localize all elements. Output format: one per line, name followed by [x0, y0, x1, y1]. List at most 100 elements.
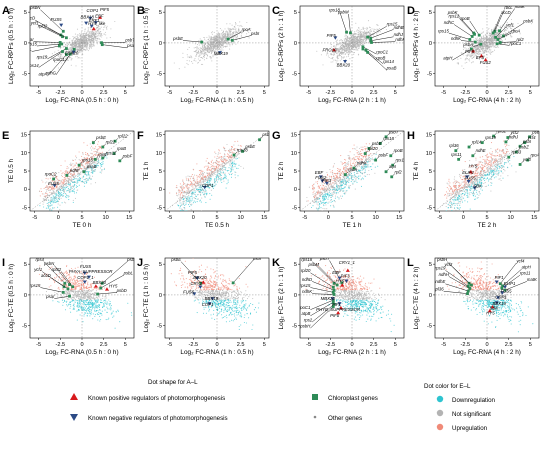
- gene-point: [69, 185, 72, 187]
- regulator-label: BBX20: [65, 51, 79, 56]
- gene-point: [326, 52, 328, 54]
- gene-point: [44, 196, 47, 199]
- gene-point: [341, 53, 344, 55]
- gene-point: [348, 50, 350, 52]
- gene-point: [69, 182, 71, 184]
- gene-point: [504, 25, 506, 27]
- gene-point: [220, 33, 222, 35]
- gene-point: [71, 47, 73, 49]
- gene-point: [81, 37, 83, 39]
- gene-point: [87, 34, 89, 36]
- chloroplast-gene-label: psbN: [29, 5, 41, 10]
- x-axis-label: Log₂ FC-RNA (0.5 h : 0 h): [45, 97, 118, 104]
- gene-point: [476, 56, 479, 58]
- gene-point: [340, 63, 342, 65]
- gene-point: [100, 159, 102, 161]
- gene-point: [330, 54, 332, 56]
- gene-point: [484, 40, 486, 42]
- gene-point: [230, 35, 232, 37]
- gene-point: [340, 47, 342, 49]
- gene-point: [52, 198, 55, 200]
- gene-point: [334, 51, 336, 53]
- gene-point: [104, 26, 106, 28]
- gene-point: [204, 49, 206, 51]
- gene-point: [483, 36, 485, 38]
- gene-point: [344, 40, 346, 42]
- gene-point: [489, 49, 491, 51]
- gene-point: [195, 50, 198, 52]
- gene-point: [359, 29, 361, 31]
- gene-point: [466, 48, 468, 50]
- gene-point: [192, 62, 194, 64]
- gene-point: [501, 40, 503, 42]
- gene-point: [216, 38, 218, 40]
- gene-point: [73, 189, 75, 191]
- gene-point: [59, 189, 61, 191]
- gene-point: [101, 159, 103, 161]
- gene-point: [503, 30, 505, 32]
- chloroplast-gene-label: ycf1: [30, 20, 39, 25]
- gene-point: [91, 37, 93, 40]
- gene-point: [76, 166, 78, 169]
- gene-point: [465, 54, 467, 56]
- gene-point: [104, 31, 106, 33]
- gene-point: [349, 37, 351, 39]
- gene-point: [43, 196, 45, 198]
- gene-point: [345, 52, 347, 55]
- gene-point: [357, 49, 359, 51]
- gene-point: [198, 60, 201, 62]
- gene-point: [55, 61, 57, 64]
- y-tick-label: 5: [24, 169, 27, 175]
- gene-point: [491, 34, 493, 36]
- gene-point: [344, 43, 347, 45]
- gene-point: [95, 31, 97, 33]
- gene-point: [224, 174, 226, 176]
- gene-point: [81, 46, 83, 48]
- gene-point: [482, 31, 484, 33]
- gene-point: [353, 38, 355, 40]
- gene-point: [62, 186, 64, 188]
- gene-point: [87, 37, 89, 39]
- gene-point: [497, 36, 499, 38]
- gene-point: [373, 30, 375, 32]
- gene-point: [72, 181, 74, 184]
- gene-point: [353, 37, 355, 39]
- gene-point: [469, 56, 472, 58]
- gene-point: [483, 55, 486, 57]
- gene-point: [70, 177, 72, 179]
- gene-point: [216, 49, 218, 51]
- gene-point: [211, 60, 213, 62]
- gene-point: [354, 39, 356, 41]
- gene-point: [339, 47, 341, 50]
- gene-point: [102, 161, 104, 163]
- gene-point: [500, 34, 502, 36]
- gene-point: [61, 179, 63, 181]
- chloroplast-gene-marker: [101, 145, 105, 149]
- gene-point: [76, 39, 78, 41]
- x-tick-label: -5: [36, 90, 41, 96]
- gene-point: [208, 51, 210, 53]
- gene-point: [187, 64, 189, 66]
- gene-point: [78, 151, 80, 153]
- chloroplast-gene-label: psaB: [86, 164, 97, 169]
- gene-point: [334, 59, 337, 61]
- gene-point: [184, 208, 186, 210]
- leader-line: [503, 23, 524, 37]
- gene-point: [71, 54, 73, 56]
- gene-point: [57, 180, 59, 182]
- gene-point: [87, 179, 89, 181]
- gene-point: [86, 175, 88, 177]
- gene-point: [349, 49, 351, 51]
- leader-line: [495, 26, 507, 38]
- gene-point: [216, 41, 218, 43]
- gene-point: [85, 41, 87, 43]
- gene-point: [207, 44, 209, 46]
- gene-point: [356, 39, 359, 41]
- chloroplast-gene-marker: [226, 37, 230, 41]
- gene-point: [219, 36, 221, 38]
- gene-point: [360, 40, 362, 42]
- gene-point: [349, 47, 351, 49]
- gene-point: [67, 186, 69, 188]
- gene-point: [56, 197, 58, 199]
